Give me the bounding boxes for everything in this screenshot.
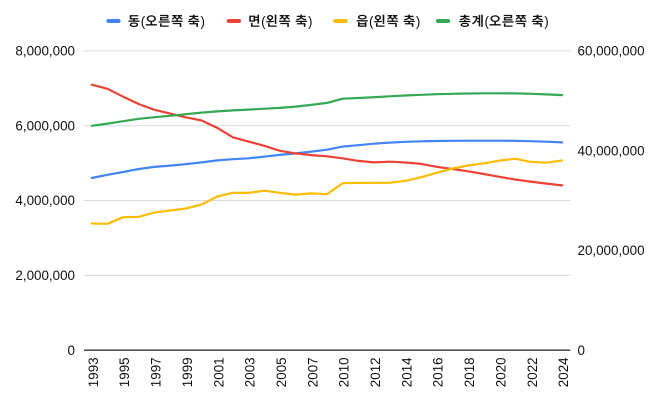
svg-text:): ) bbox=[200, 14, 204, 29]
svg-text:1993: 1993 bbox=[86, 357, 101, 387]
svg-text:60,000,000: 60,000,000 bbox=[578, 44, 645, 59]
svg-text:2016: 2016 bbox=[431, 357, 446, 387]
svg-text:2022: 2022 bbox=[525, 357, 540, 387]
svg-text:(: ( bbox=[261, 14, 266, 29]
svg-text:2007: 2007 bbox=[305, 357, 320, 387]
svg-text:2,000,000: 2,000,000 bbox=[15, 268, 75, 283]
svg-text:20,000,000: 20,000,000 bbox=[578, 243, 645, 258]
svg-text:1997: 1997 bbox=[149, 357, 164, 387]
svg-text:2010: 2010 bbox=[337, 357, 352, 387]
svg-text:2003: 2003 bbox=[243, 357, 258, 387]
svg-text:2018: 2018 bbox=[462, 357, 477, 387]
svg-text:6,000,000: 6,000,000 bbox=[15, 118, 75, 133]
svg-text:2024: 2024 bbox=[556, 357, 571, 387]
svg-text:8,000,000: 8,000,000 bbox=[15, 44, 75, 59]
svg-text:1995: 1995 bbox=[117, 357, 132, 387]
svg-text:2014: 2014 bbox=[399, 357, 414, 387]
svg-text:2001: 2001 bbox=[211, 357, 226, 387]
svg-text:(: ( bbox=[485, 14, 490, 29]
svg-text:(: ( bbox=[369, 14, 374, 29]
svg-text:4,000,000: 4,000,000 bbox=[15, 193, 75, 208]
svg-text:1999: 1999 bbox=[180, 357, 195, 387]
svg-text:0: 0 bbox=[578, 343, 585, 358]
svg-text:2005: 2005 bbox=[274, 357, 289, 387]
svg-text:): ) bbox=[544, 14, 548, 29]
svg-text:2012: 2012 bbox=[368, 357, 383, 387]
svg-text:2020: 2020 bbox=[493, 357, 508, 387]
svg-text:0: 0 bbox=[68, 343, 75, 358]
svg-text:): ) bbox=[308, 14, 312, 29]
svg-text:40,000,000: 40,000,000 bbox=[578, 143, 645, 158]
svg-text:(: ( bbox=[141, 14, 146, 29]
svg-text:): ) bbox=[416, 14, 420, 29]
